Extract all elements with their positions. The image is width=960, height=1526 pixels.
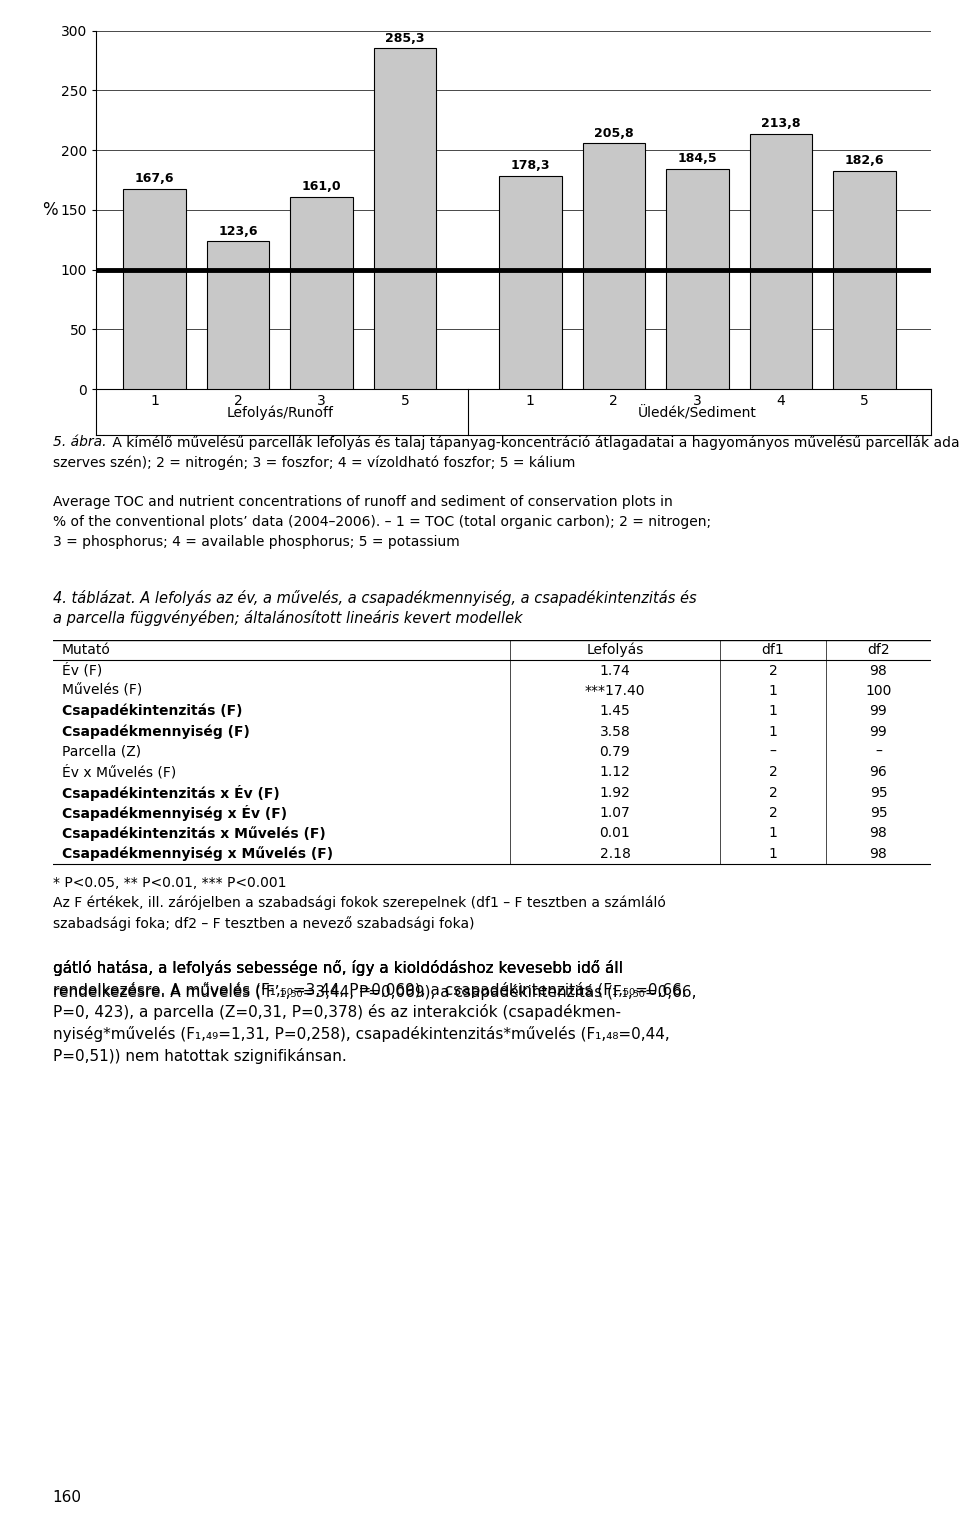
Text: Üledék/Sediment: Üledék/Sediment xyxy=(637,406,756,420)
Bar xyxy=(583,143,645,389)
Bar xyxy=(750,134,812,389)
Text: Mutató: Mutató xyxy=(61,642,110,658)
Text: Csapadékmennyiség x Művelés (F): Csapadékmennyiség x Művelés (F) xyxy=(61,847,333,861)
Text: df2: df2 xyxy=(867,642,890,658)
Text: 161,0: 161,0 xyxy=(301,180,342,194)
Text: 5. ábra.: 5. ábra. xyxy=(53,435,107,449)
Text: 182,6: 182,6 xyxy=(845,154,884,168)
Text: 98: 98 xyxy=(870,664,887,678)
Text: 98: 98 xyxy=(870,827,887,841)
Text: –: – xyxy=(876,745,882,758)
Text: Csapadékmennyiség (F): Csapadékmennyiség (F) xyxy=(61,725,250,739)
Text: 1.92: 1.92 xyxy=(600,786,631,800)
Text: 3.58: 3.58 xyxy=(600,725,631,739)
Text: 95: 95 xyxy=(870,806,887,819)
Text: 123,6: 123,6 xyxy=(218,224,257,238)
Text: Average TOC and nutrient concentrations of runoff and sediment of conservation p: Average TOC and nutrient concentrations … xyxy=(53,494,673,510)
Text: 98: 98 xyxy=(870,847,887,861)
Text: gátló hatása, a lefolyás sebessége nő, így a kioldódáshoz kevesebb idő áll: gátló hatása, a lefolyás sebessége nő, í… xyxy=(53,960,623,977)
Text: 1.12: 1.12 xyxy=(600,766,631,780)
Text: Lefolyás/Runoff: Lefolyás/Runoff xyxy=(227,406,333,420)
Text: 95: 95 xyxy=(870,786,887,800)
Text: 0.01: 0.01 xyxy=(600,827,631,841)
Text: 1: 1 xyxy=(769,827,778,841)
Text: * P<0.05, ** P<0.01, *** P<0.001: * P<0.05, ** P<0.01, *** P<0.001 xyxy=(53,876,286,890)
Bar xyxy=(833,171,896,389)
Text: 1: 1 xyxy=(769,725,778,739)
Text: Parcella (Z): Parcella (Z) xyxy=(61,745,141,758)
Text: –: – xyxy=(770,745,777,758)
Text: 160: 160 xyxy=(53,1489,82,1505)
Bar xyxy=(666,168,729,389)
Text: 285,3: 285,3 xyxy=(385,32,424,44)
Text: 1: 1 xyxy=(769,703,778,719)
Text: rendelkezésre. A művelés (’F’₁,₅₀=3,44, P=0,069), a csapadékintenzitás (F₁,₅₀=0,: rendelkezésre. A művelés (’F’₁,₅₀=3,44, … xyxy=(53,984,696,1000)
Text: 1.07: 1.07 xyxy=(600,806,631,819)
Text: 213,8: 213,8 xyxy=(761,118,801,130)
Text: A kímélő művelésű parcellák lefolyás és talaj tápanyag-koncentráció átlagadatai : A kímélő művelésű parcellák lefolyás és … xyxy=(108,435,960,450)
Text: 2: 2 xyxy=(769,664,778,678)
Text: P=0, 423), a parcella (Z=0,31, P=0,378) és az interakciók (csapadékmen-: P=0, 423), a parcella (Z=0,31, P=0,378) … xyxy=(53,1004,621,1019)
Text: 4. táblázat. A lefolyás az év, a művelés, a csapadékmennyiség, a csapadékintenzi: 4. táblázat. A lefolyás az év, a művelés… xyxy=(53,591,696,606)
Text: 99: 99 xyxy=(870,703,887,719)
Text: Csapadékintenzitás (F): Csapadékintenzitás (F) xyxy=(61,703,242,719)
Bar xyxy=(290,197,353,389)
Text: rendelkezésre. A művelés (F₁,₅₀=3,44, P=0,069), a csapadékintenzitás (F₁,₅₀=0,66: rendelkezésre. A művelés (F₁,₅₀=3,44, P=… xyxy=(53,983,686,998)
Text: 1: 1 xyxy=(769,847,778,861)
Text: 2: 2 xyxy=(769,766,778,780)
Text: a parcella függvényében; általánosított lineáris kevert modellek: a parcella függvényében; általánosított … xyxy=(53,610,522,626)
Y-axis label: %: % xyxy=(41,201,58,218)
Text: Csapadékmennyiség x Év (F): Csapadékmennyiség x Év (F) xyxy=(61,806,287,821)
Text: ***17.40: ***17.40 xyxy=(585,684,645,697)
Bar xyxy=(499,175,562,389)
Text: Csapadékintenzitás x Művelés (F): Csapadékintenzitás x Művelés (F) xyxy=(61,826,325,841)
Text: gátló hatása, a lefolyás sebessége nő, így a kioldódáshoz kevesebb idő áll: gátló hatása, a lefolyás sebessége nő, í… xyxy=(53,960,623,977)
Text: 1.74: 1.74 xyxy=(600,664,631,678)
Text: Az F értékek, ill. zárójelben a szabadsági fokok szerepelnek (df1 – F tesztben a: Az F értékek, ill. zárójelben a szabadsá… xyxy=(53,896,665,911)
Text: 99: 99 xyxy=(870,725,887,739)
Bar xyxy=(206,241,270,389)
Text: df1: df1 xyxy=(761,642,784,658)
Text: 2: 2 xyxy=(769,806,778,819)
Text: 3 = phosphorus; 4 = available phosphorus; 5 = potassium: 3 = phosphorus; 4 = available phosphorus… xyxy=(53,536,460,549)
Bar xyxy=(373,49,437,389)
Text: nyiség*művelés (F₁,₄₉=1,31, P=0,258), csapadékintenzitás*művelés (F₁,₄₈=0,44,: nyiség*művelés (F₁,₄₉=1,31, P=0,258), cs… xyxy=(53,1025,669,1042)
Text: Év (F): Év (F) xyxy=(61,664,102,678)
Text: % of the conventional plots’ data (2004–2006). – 1 = TOC (total organic carbon);: % of the conventional plots’ data (2004–… xyxy=(53,514,711,530)
Bar xyxy=(123,189,186,389)
Text: 205,8: 205,8 xyxy=(594,127,634,139)
Text: 1: 1 xyxy=(769,684,778,697)
Text: Lefolyás: Lefolyás xyxy=(587,642,643,658)
Text: 100: 100 xyxy=(865,684,892,697)
Text: 2: 2 xyxy=(769,786,778,800)
Text: 184,5: 184,5 xyxy=(678,153,717,165)
Text: 167,6: 167,6 xyxy=(134,172,174,185)
Text: 178,3: 178,3 xyxy=(511,159,550,172)
Text: 1.45: 1.45 xyxy=(600,703,631,719)
Text: P=0,51)) nem hatottak szignifikánsan.: P=0,51)) nem hatottak szignifikánsan. xyxy=(53,1048,347,1064)
Text: Csapadékintenzitás x Év (F): Csapadékintenzitás x Év (F) xyxy=(61,784,279,801)
Text: szabadsági foka; df2 – F tesztben a nevező szabadsági foka): szabadsági foka; df2 – F tesztben a neve… xyxy=(53,916,474,931)
Text: gátló hatása, a lefolyás sebessége nő, így a kioldódáshoz kevesebb idő áll: gátló hatása, a lefolyás sebessége nő, í… xyxy=(53,960,623,977)
Text: 0.79: 0.79 xyxy=(600,745,631,758)
Text: Év x Művelés (F): Év x Művelés (F) xyxy=(61,765,176,780)
Text: szerves szén); 2 = nitrogén; 3 = foszfor; 4 = vízoldható foszfor; 5 = kálium: szerves szén); 2 = nitrogén; 3 = foszfor… xyxy=(53,455,575,470)
Text: 96: 96 xyxy=(870,766,887,780)
Text: Művelés (F): Művelés (F) xyxy=(61,684,142,697)
Text: 2.18: 2.18 xyxy=(600,847,631,861)
